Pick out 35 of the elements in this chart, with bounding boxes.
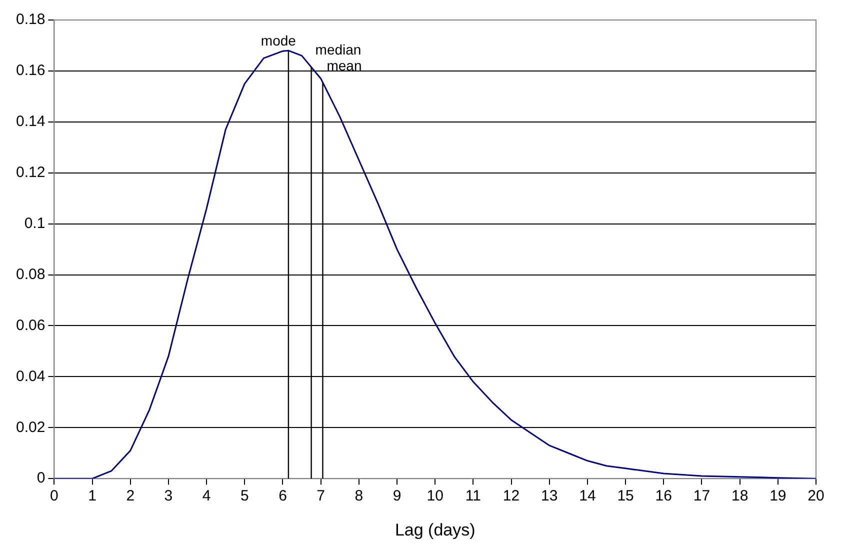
y-tick-label: 0.16 xyxy=(16,62,46,80)
ref-line-label: mean xyxy=(326,57,362,74)
x-tick-label: 5 xyxy=(240,488,249,505)
y-tick-label: 0.04 xyxy=(16,368,46,385)
x-tick-label: 11 xyxy=(465,488,481,505)
x-tick-label: 16 xyxy=(655,488,672,505)
x-tick-label: 13 xyxy=(541,488,558,505)
y-tick-label: 0.1 xyxy=(24,214,46,232)
x-tick-label: 0 xyxy=(50,488,58,505)
x-tick-label: 14 xyxy=(579,488,596,505)
y-tick-label: 0.14 xyxy=(16,113,46,130)
x-axis-title: Lag (days) xyxy=(394,520,476,540)
x-tick-label: 1 xyxy=(88,488,96,505)
ref-line-label: mode xyxy=(260,32,296,48)
x-tick-label: 15 xyxy=(617,488,634,505)
x-tick-label: 20 xyxy=(808,488,824,505)
x-tick-label: 12 xyxy=(502,488,520,505)
x-tick-label: 18 xyxy=(731,488,748,505)
x-tick-label: 6 xyxy=(278,488,287,505)
x-tick-label: 19 xyxy=(770,488,786,505)
x-tick-label: 2 xyxy=(126,488,135,505)
y-tick-label: 0.08 xyxy=(16,266,46,283)
x-tick-label: 4 xyxy=(202,488,211,505)
y-tick-label: 0 xyxy=(36,470,46,487)
y-tick-label: 0.18 xyxy=(16,11,46,28)
y-tick-label: 0.12 xyxy=(16,164,46,182)
y-tick-label: 0.06 xyxy=(16,316,46,334)
x-tick-label: 9 xyxy=(392,488,402,505)
ref-line-label: median xyxy=(315,41,362,58)
x-tick-label: 7 xyxy=(316,488,325,505)
x-tick-label: 10 xyxy=(426,488,444,505)
x-tick-label: 8 xyxy=(354,488,364,505)
y-tick-label: 0.02 xyxy=(16,418,46,436)
x-tick-label: 3 xyxy=(164,488,173,505)
x-tick-label: 17 xyxy=(693,488,710,505)
